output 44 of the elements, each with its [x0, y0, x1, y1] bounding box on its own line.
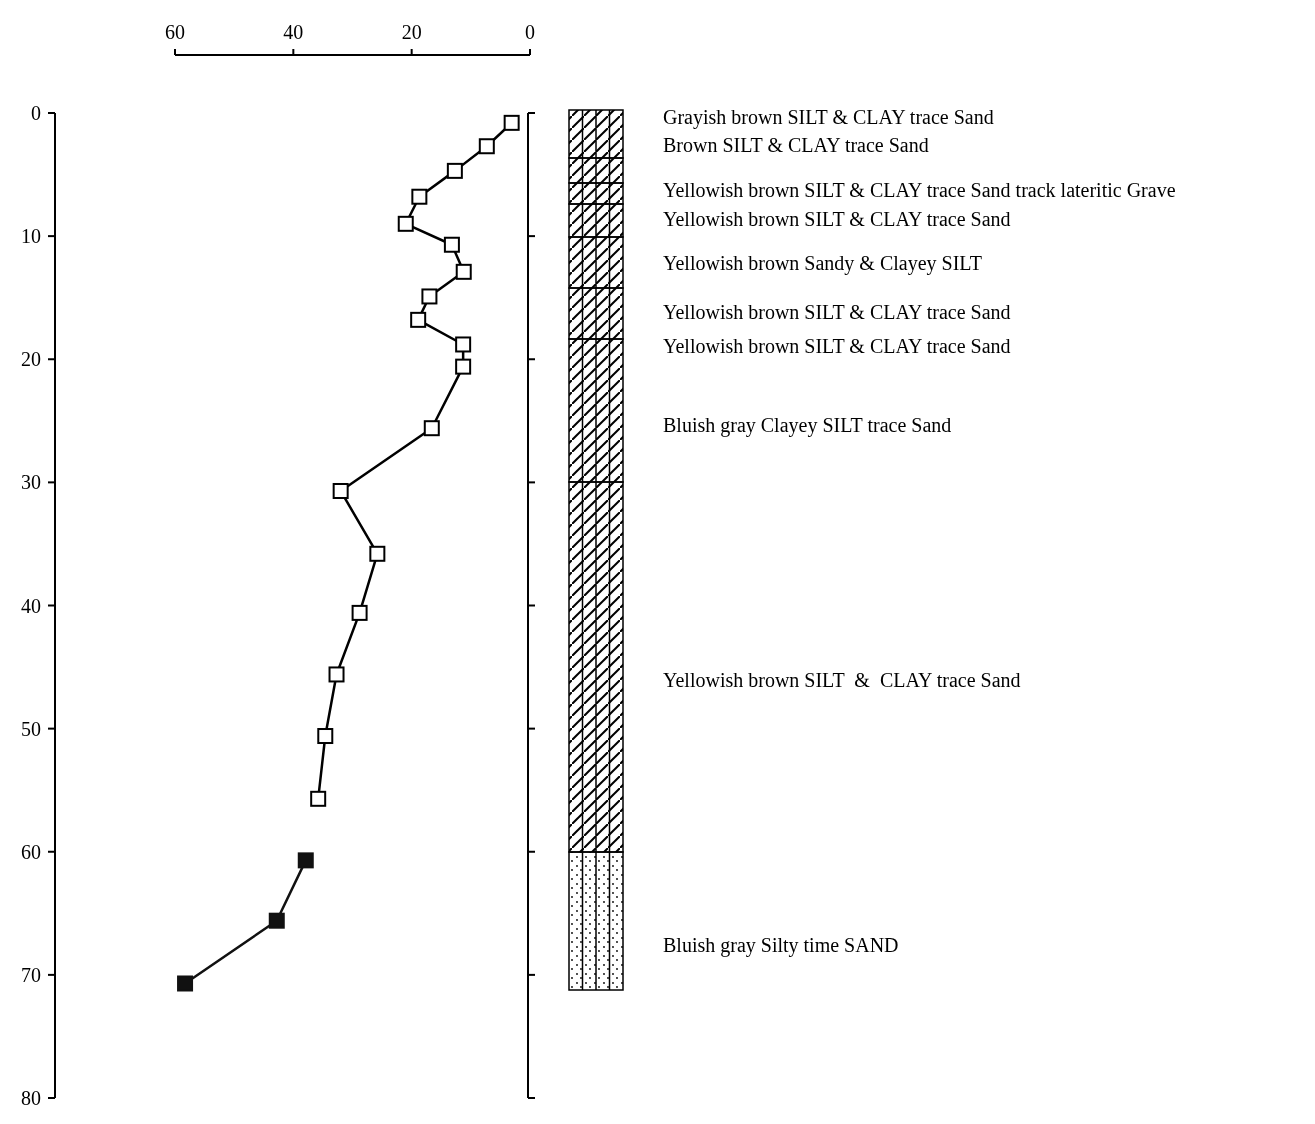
point: [410, 311, 427, 328]
point: [423, 420, 440, 437]
text: Yellowish brown SILT & CLAY trace Sand: [663, 669, 1021, 691]
y-tick-label: 20: [21, 348, 41, 371]
point: [332, 482, 349, 499]
point: [351, 604, 368, 621]
point: [397, 215, 414, 232]
point: [455, 358, 472, 375]
y-tick-label: 0: [31, 102, 41, 124]
x-tick-label: 40: [283, 21, 304, 43]
point: [455, 263, 472, 280]
text: Yellowish brown SILT & CLAY trace Sand track lateritic Grave: [663, 179, 1176, 201]
y-tick-label: 30: [21, 471, 41, 494]
point: [328, 666, 345, 683]
text: Bluish gray Clayey SILT trace Sand: [663, 414, 952, 437]
text: Yellowish brown SILT & CLAY trace Sand: [663, 301, 1011, 323]
point: [446, 162, 463, 179]
point: [455, 336, 472, 353]
text: Yellowish brown Sandy & Clayey SILT: [663, 252, 982, 275]
point: [443, 236, 460, 253]
y-tick-label: 80: [21, 1087, 41, 1109]
point: [503, 114, 520, 131]
point: [369, 545, 386, 562]
point: [297, 852, 314, 869]
y-tick-label: 10: [21, 225, 41, 248]
point: [411, 188, 428, 205]
y-tick-label: 50: [21, 717, 41, 740]
y-tick-label: 70: [21, 963, 41, 986]
y-tick-label: 40: [21, 594, 41, 617]
y-tick-label: 60: [21, 840, 41, 863]
point: [478, 138, 495, 155]
x-tick-label: 20: [401, 21, 422, 43]
x-tick-label: 0: [525, 21, 535, 43]
text: Grayish brown SILT & CLAY trace Sand: [663, 106, 994, 129]
point: [268, 912, 285, 929]
text: Bluish gray Silty time SAND: [663, 934, 899, 957]
point: [177, 975, 194, 992]
point: [317, 728, 334, 745]
x-tick-label: 60: [165, 21, 185, 43]
point: [310, 790, 327, 807]
point: [421, 288, 438, 305]
text: Brown SILT & CLAY trace Sand: [663, 134, 929, 156]
text: Yellowish brown SILT & CLAY trace Sand: [663, 335, 1011, 357]
text: Yellowish brown SILT & CLAY trace Sand: [663, 208, 1011, 230]
